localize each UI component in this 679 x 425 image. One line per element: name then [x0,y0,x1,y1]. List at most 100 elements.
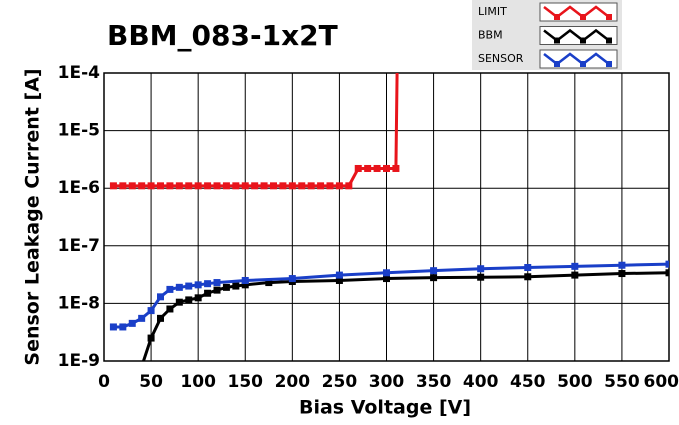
data-point [128,182,136,190]
data-point [119,323,127,331]
y-axis-label: Sensor Leakage Current [A] [22,68,44,365]
data-point [288,182,296,190]
data-point [279,182,287,190]
data-point [213,279,221,287]
data-point [166,182,174,190]
data-point [194,182,202,190]
data-point [175,283,183,291]
data-point [524,264,532,272]
y-tick-label: 1E-6 [58,178,100,198]
data-point [326,182,334,190]
series-line [113,262,669,329]
data-point [138,314,146,322]
data-point [354,164,362,172]
data-point [194,294,202,302]
data-point [109,182,117,190]
data-point [335,276,343,284]
y-tick-label: 1E-7 [58,236,100,256]
x-axis-label: Bias Voltage [V] [299,397,471,419]
legend-marker [580,14,586,20]
data-point [618,270,626,278]
data-point [204,280,212,288]
data-point [157,314,164,322]
legend-marker [606,14,612,20]
x-tick-label: 500 [557,372,593,392]
x-tick-label: 200 [275,372,311,392]
data-point [260,182,268,190]
data-point [213,182,221,190]
data-point [147,182,155,190]
x-tick-label: 450 [510,372,546,392]
data-point [204,289,212,297]
data-point [265,279,273,287]
data-point [665,260,669,268]
data-point [138,182,146,190]
data-point [175,182,183,190]
data-point [335,182,343,190]
data-point [109,323,117,331]
plot-data [109,73,669,361]
x-tick-label: 300 [369,372,405,392]
data-point [477,273,485,281]
legend-marker [580,61,586,67]
data-point [241,182,249,190]
data-point [147,334,155,342]
data-point [430,267,438,275]
data-point [222,182,230,190]
data-point [571,262,579,270]
data-point [119,182,127,190]
data-point [157,182,164,190]
x-tick-label: 50 [139,372,163,392]
x-tick-label: 350 [416,372,452,392]
data-point [571,271,579,279]
data-point [335,271,343,279]
data-point [383,275,390,283]
data-point [270,182,277,190]
data-point [194,281,202,289]
y-tick-label: 1E-8 [58,293,100,313]
data-point [307,182,315,190]
x-tick-label: 100 [180,372,216,392]
data-point [185,182,193,190]
data-point [383,269,390,277]
legend-marker [554,14,560,20]
x-tick-label: 0 [98,372,110,392]
legend-marker [580,37,586,44]
series-line [141,271,669,361]
x-tick-label: 250 [322,372,358,392]
data-point [373,164,381,172]
data-point [222,283,230,291]
data-point [166,285,174,293]
data-point [618,261,626,269]
x-tick-label: 550 [604,372,640,392]
legend-label: BBM [478,29,503,42]
data-point [157,293,164,301]
data-point [185,296,193,304]
legend-marker [606,61,612,67]
legend-marker [554,61,560,67]
data-point [241,281,249,289]
x-tick-label: 400 [463,372,499,392]
data-point [128,319,136,327]
data-point [232,182,240,190]
data-point [317,182,325,190]
data-point [364,164,372,172]
data-point [213,286,221,294]
data-point [166,305,174,313]
y-tick-label: 1E-5 [58,121,100,141]
data-point [383,164,390,172]
legend-marker [554,37,560,44]
data-point [430,274,438,282]
legend-label: SENSOR [478,52,524,65]
x-tick-label: 600 [644,372,679,392]
data-point [524,273,532,281]
data-point [147,307,155,315]
data-point [345,182,353,190]
data-point [477,265,485,273]
y-tick-label: 1E-9 [58,351,100,371]
chart-title: BBM_083-1x2T [107,19,338,52]
data-point [665,269,669,277]
data-point [232,282,240,290]
y-tick-label: 1E-4 [58,63,100,83]
